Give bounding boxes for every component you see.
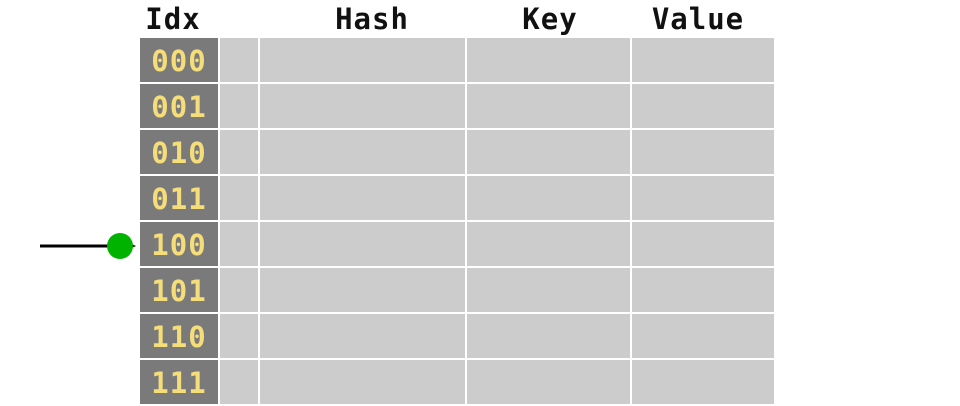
- value-cell: [632, 360, 774, 404]
- flag-cell: [220, 130, 258, 174]
- flag-cell: [220, 84, 258, 128]
- header-value: Value: [651, 2, 745, 36]
- key-cell: [467, 84, 630, 128]
- value-cell: [632, 314, 774, 358]
- hash-cell: [260, 84, 465, 128]
- hash-cell: [260, 222, 465, 266]
- key-cell: [467, 38, 630, 82]
- hash-table: 000 001 010 011 100 101: [140, 38, 774, 406]
- key-cell: [467, 360, 630, 404]
- key-cell: [467, 130, 630, 174]
- hash-cell: [260, 314, 465, 358]
- flag-cell: [220, 38, 258, 82]
- value-cell: [632, 84, 774, 128]
- table-row: 100: [140, 222, 774, 266]
- table-row: 000: [140, 38, 774, 82]
- hash-cell: [260, 268, 465, 312]
- value-cell: [632, 176, 774, 220]
- table-row: 111: [140, 360, 774, 404]
- index-cell: 001: [140, 84, 218, 128]
- index-cell: 010: [140, 130, 218, 174]
- index-cell: 110: [140, 314, 218, 358]
- key-cell: [467, 222, 630, 266]
- table-row: 101: [140, 268, 774, 312]
- key-cell: [467, 176, 630, 220]
- index-cell: 011: [140, 176, 218, 220]
- table-row: 001: [140, 84, 774, 128]
- hash-cell: [260, 38, 465, 82]
- index-cell: 100: [140, 222, 218, 266]
- index-cell: 101: [140, 268, 218, 312]
- flag-cell: [220, 176, 258, 220]
- value-cell: [632, 268, 774, 312]
- header-key: Key: [522, 2, 578, 36]
- value-cell: [632, 38, 774, 82]
- index-cell: 111: [140, 360, 218, 404]
- flag-cell: [220, 222, 258, 266]
- table-row: 011: [140, 176, 774, 220]
- key-cell: [467, 314, 630, 358]
- pointer-dot: [107, 233, 133, 259]
- flag-cell: [220, 314, 258, 358]
- key-cell: [467, 268, 630, 312]
- header-idx: Idx: [145, 2, 201, 36]
- header-hash: Hash: [335, 2, 409, 36]
- table-row: 010: [140, 130, 774, 174]
- flag-cell: [220, 268, 258, 312]
- flag-cell: [220, 360, 258, 404]
- table-row: 110: [140, 314, 774, 358]
- hash-cell: [260, 176, 465, 220]
- hash-cell: [260, 360, 465, 404]
- index-cell: 000: [140, 38, 218, 82]
- hash-cell: [260, 130, 465, 174]
- value-cell: [632, 222, 774, 266]
- green-dot-icon: [107, 233, 133, 259]
- value-cell: [632, 130, 774, 174]
